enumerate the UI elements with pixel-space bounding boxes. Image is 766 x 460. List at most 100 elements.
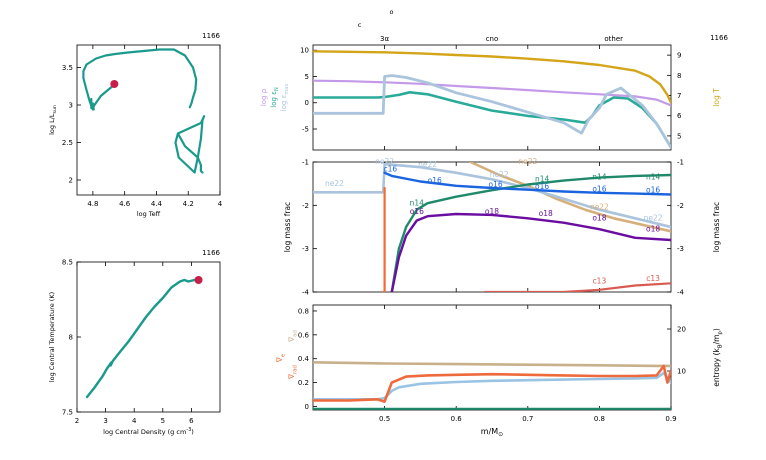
core-current-model-marker <box>194 276 203 284</box>
core-xtick-label: 4 <box>132 417 137 425</box>
isotope-label: o18 <box>485 207 499 216</box>
profile-top-ytick-label: -5 <box>302 125 309 133</box>
core-ytick-label: 8 <box>69 333 73 341</box>
profile-top-ytick-right-label: 6 <box>677 112 682 120</box>
isotope-label: o16 <box>428 176 442 185</box>
profile-bottom-frame <box>312 304 672 411</box>
profile-top-series-1 <box>313 79 671 107</box>
profile-mid-ylabel-right: log mass frac <box>712 202 721 252</box>
profile-mid-ytick-right-label: -4 <box>677 288 685 296</box>
profile-top-ytick-label: 10 <box>300 47 309 55</box>
profile-top-series-0 <box>313 50 671 105</box>
core-frame <box>76 261 221 413</box>
hr-current-model-marker <box>110 80 119 88</box>
abundance-series-3 <box>383 171 671 196</box>
isotope-label: ne22 <box>644 214 663 223</box>
profile-bottom-ylabel-2: ∇rad <box>287 365 298 380</box>
abundance-series-6 <box>483 282 671 292</box>
hr-ytick-label: 2.5 <box>62 139 73 147</box>
isotope-label: o16 <box>489 180 503 189</box>
hr-ytick-label: 3.5 <box>62 64 73 72</box>
hr-track-1 <box>90 97 95 111</box>
hr-ylabel: log L/Lsun <box>48 105 58 135</box>
hr-track-0 <box>82 48 198 111</box>
profile-bottom-ytick-right-label: 20 <box>677 325 686 333</box>
abundance-series-5 <box>382 186 386 292</box>
profile-mid-ytick-label: -4 <box>302 288 310 296</box>
central-conditions-plot: 2 3 4 5 6 7.5 8 8.5 1166 log Central Density (g c… <box>48 249 221 436</box>
hr-xtick-label: 4.4 <box>151 200 163 208</box>
profile-xlabel: m/M⊙ <box>481 427 503 438</box>
isotope-label: ne22 <box>518 157 537 166</box>
burning-symbol: o <box>390 8 394 16</box>
gradient-series-1 <box>313 360 671 368</box>
gradient-series-3 <box>313 364 671 403</box>
core-ylabel: log Central Temperature (K) <box>48 292 56 382</box>
hr-xlabel: log Teff <box>137 210 161 218</box>
profile-mid-ytick-right-label: -3 <box>677 245 684 253</box>
profile-bottom-xtick-label: 0.5 <box>379 415 390 423</box>
profile-bottom-ytick-label: 0 <box>305 403 309 411</box>
profile-top-ylabel-right: log T <box>712 88 721 107</box>
core-xtick-label: 3 <box>103 417 107 425</box>
hr-ytick-label: 3 <box>69 101 73 109</box>
profile-top-ytick-label: 0 <box>305 99 309 107</box>
isotope-label: o18 <box>646 224 660 233</box>
burning-region-label: other <box>604 35 623 43</box>
core-xtick-label: 6 <box>189 417 194 425</box>
hr-xtick-label: 4 <box>218 200 223 208</box>
profile-gradient-panel: 0.5 0.6 0.7 0.8 0.900.20.40.60.81020m/M⊙∇ad∇… <box>275 304 723 438</box>
profile-bottom-ytick-label: 0.4 <box>298 355 310 363</box>
isotope-label: ne22 <box>375 157 394 166</box>
profile-mid-ytick-label: -3 <box>302 245 309 253</box>
abundance-series-2 <box>390 173 671 292</box>
isotope-label: o18 <box>539 209 553 218</box>
profile-top-ytick-label: 5 <box>305 73 309 81</box>
profile-mid-ytick-right-label: -2 <box>677 202 684 210</box>
profile-top-ylabel-0: log ρ <box>260 88 268 106</box>
burning-region-label: 3α <box>380 35 389 43</box>
burning-region-label: cno <box>486 35 499 43</box>
isotope-label: c13 <box>646 274 660 283</box>
abundance-series-1 <box>313 162 671 229</box>
profile-top-ylabel-2: log εmax <box>280 84 290 112</box>
hr-frame <box>76 44 221 196</box>
isotope-label: c16 <box>383 165 397 174</box>
isotope-label: o16 <box>646 185 660 194</box>
hr-xtick-label: 4.8 <box>87 200 98 208</box>
isotope-label: n14 <box>535 175 550 184</box>
profile-bottom-ytick-right-label: 10 <box>677 367 686 375</box>
profile-mid-ytick-right-label: -1 <box>677 158 684 166</box>
profile-bottom-ylabel-1: ∇e <box>275 353 286 363</box>
hr-xtick-label: 4.2 <box>183 200 194 208</box>
profile-top-series-3 <box>313 74 671 149</box>
profile-top-ytick-right-label: 8 <box>677 72 681 80</box>
hr-diagram: 4.8 4.6 4.4 4.2 4 2 2.5 3 3.5 1166 log Teff log L/L… <box>48 32 223 218</box>
profile-top-ytick-right-label: 5 <box>677 132 681 140</box>
core-xtick-label: 2 <box>75 417 79 425</box>
profile-bottom-ytick-label: 0.6 <box>298 331 310 339</box>
core-track-0 <box>85 278 200 399</box>
profile-bottom-ytick-label: 0.2 <box>298 379 309 387</box>
isotope-label: n14 <box>410 198 425 207</box>
hr-track-2 <box>174 115 206 174</box>
abundance-series-0 <box>469 162 671 233</box>
profile-bottom-ytick-label: 0.8 <box>298 307 309 315</box>
core-xlabel: log Central Density (g cm-3) <box>103 427 194 436</box>
hr-ytick-label: 2 <box>69 176 73 184</box>
profile-model-number: 1166 <box>710 34 728 42</box>
isotope-label: n14 <box>646 172 661 181</box>
profile-bottom-xtick-label: 0.9 <box>665 415 676 423</box>
isotope-label: o18 <box>592 214 606 223</box>
profile-bottom-xtick-label: 0.7 <box>522 415 533 423</box>
hr-model-number: 1166 <box>202 32 220 40</box>
isotope-label: ne22 <box>590 203 609 212</box>
profile-bottom-xtick-label: 0.6 <box>451 415 463 423</box>
profile-top-ytick-right-label: 7 <box>677 92 681 100</box>
isotope-label: ne22 <box>325 179 344 188</box>
profile-bottom-ylabel-0: ∇ad <box>287 330 298 343</box>
abundance-series-4 <box>390 212 671 292</box>
core-ytick-label: 7.5 <box>62 408 73 416</box>
